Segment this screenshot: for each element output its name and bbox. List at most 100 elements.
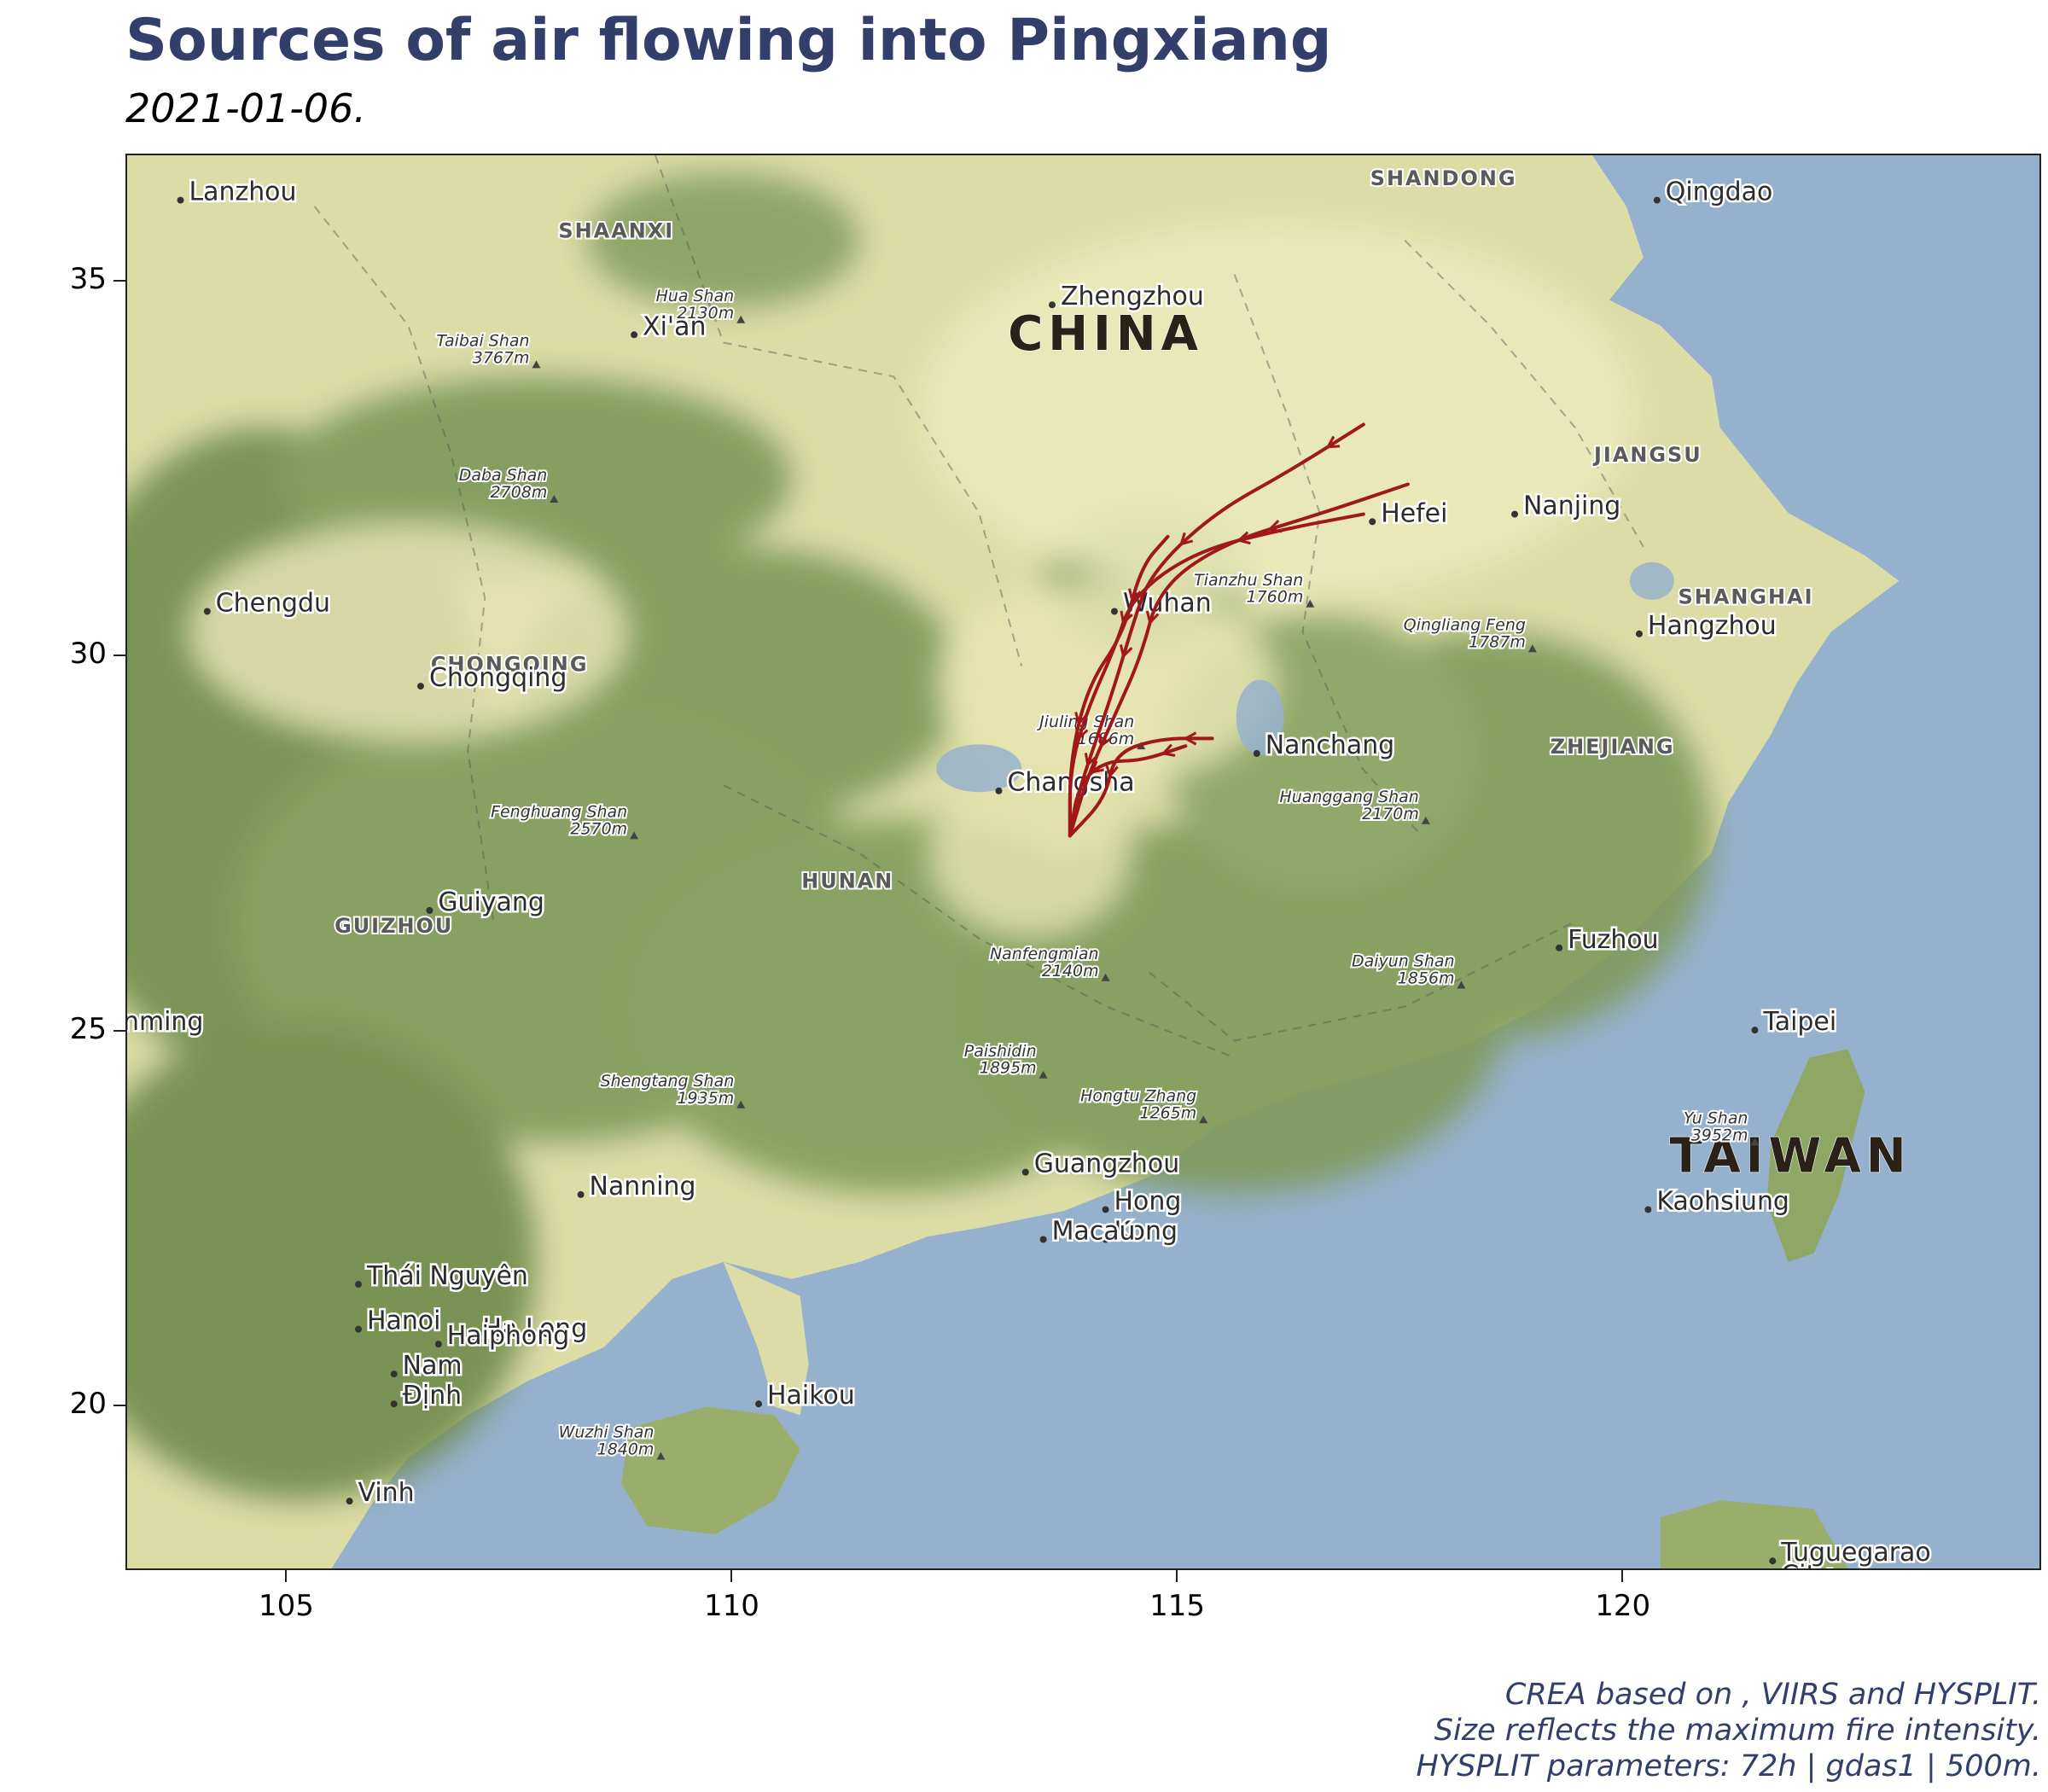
city-label: Hanoi (367, 1306, 440, 1336)
peak-name: Daiyun Shan (1352, 952, 1454, 971)
country-label: TAIWAN (1670, 1129, 1911, 1184)
map-panel[interactable]: CHINA TAIWAN SHANDONG SHAANXI JIANGSU SHANGHA… (125, 154, 2041, 1570)
city-dot (1644, 1206, 1652, 1213)
city-label: Fuzhou (1568, 925, 1659, 955)
city-dot (1751, 1027, 1759, 1034)
city-label: Kaohsiung (1656, 1186, 1789, 1216)
map-canvas[interactable]: CHINA TAIWAN SHANDONG SHAANXI JIANGSU SHANGHA… (127, 155, 2039, 1568)
x-tick-mark (1176, 1570, 1178, 1582)
city-dot (1556, 944, 1563, 951)
peak-name: Huanggang Shan (1279, 788, 1418, 806)
city-dot (1102, 1206, 1109, 1213)
peak-marker (1306, 599, 1315, 608)
city-dot (755, 1400, 763, 1408)
trajectory-arrow (1161, 743, 1176, 757)
peak-elevation: 2170m (1362, 805, 1419, 823)
city-dot (1511, 510, 1519, 518)
peak-elevation: 1856m (1398, 969, 1455, 988)
city-dot (1049, 301, 1056, 309)
city-label: City (1781, 1561, 1831, 1568)
province-label: JIANGSU (1592, 443, 1702, 467)
city-label: Macau (1052, 1216, 1136, 1246)
city-dot (203, 608, 211, 615)
land-taiwan (1766, 1049, 1865, 1262)
trajectory-arrow (1325, 435, 1341, 449)
trajectory-arrow (1098, 734, 1112, 749)
peak-elevation: 2570m (570, 819, 627, 838)
city-label: Chongqing (429, 663, 567, 693)
peak-name: Hongtu Zhang (1080, 1086, 1196, 1105)
x-tick-label: 120 (1595, 1589, 1651, 1623)
city-label: Haikou (767, 1381, 855, 1411)
city-dot (355, 1281, 362, 1289)
city-dot (1039, 1236, 1047, 1243)
chart-subtitle: 2021-01-06. (125, 85, 366, 131)
city-label: Nam (403, 1351, 463, 1381)
city-label: Xi'an (643, 311, 706, 341)
y-tick-label: 35 (69, 262, 107, 297)
city-label: Hefei (1381, 498, 1447, 528)
city-dot (390, 1370, 398, 1378)
city-dot (177, 196, 184, 204)
peak-elevation: 1787m (1469, 632, 1526, 651)
peak-name: Tianzhu Shan (1194, 571, 1303, 590)
peak-marker (736, 315, 746, 323)
trajectory-arrow (1128, 588, 1142, 603)
peak-marker (1199, 1115, 1208, 1124)
city-label: Nanning (590, 1172, 696, 1201)
peak-marker (656, 1452, 666, 1460)
peak-elevation: 1935m (677, 1089, 734, 1108)
trajectory-layer (1068, 422, 1410, 838)
province-label: HUNAN (801, 870, 893, 893)
peak-marker (1101, 973, 1110, 981)
land-luzon (1660, 1500, 1848, 1568)
peak-name: Yu Shan (1684, 1109, 1748, 1128)
city-label: Vinh (358, 1478, 415, 1508)
city-dot (1102, 1236, 1109, 1243)
trajectory-arrow (1145, 610, 1160, 625)
peak-name: Nanfengmian (990, 945, 1099, 963)
caption-line-2: Size reflects the maximum fire intensity… (1434, 1713, 2041, 1748)
city-label: Chengdu (216, 588, 330, 618)
caption-line-1: CREA based on , VIIRS and HYSPLIT. (1504, 1678, 2041, 1712)
city-label: Lanzhou (189, 177, 297, 207)
y-tick-mark (113, 655, 125, 657)
peak-marker (1457, 980, 1466, 989)
city-label: Hangzhou (1648, 611, 1777, 641)
trajectory-arrow (1120, 644, 1133, 660)
peak-name: Taibai Shan (436, 331, 529, 350)
chart-caption: CREA based on , VIIRS and HYSPLIT. Size … (1417, 1677, 2042, 1784)
trajectory-line (1068, 534, 1170, 838)
x-tick-mark (1621, 1570, 1624, 1582)
peak-marker (1039, 1070, 1048, 1079)
x-tick-mark (284, 1570, 287, 1582)
city-label: Kunming (127, 1007, 203, 1037)
city-dot (355, 1325, 362, 1333)
trajectory-arrow (1178, 532, 1194, 546)
peak-marker (532, 360, 541, 369)
peak-marker (550, 495, 559, 503)
peak-elevation: 1895m (980, 1059, 1037, 1078)
city-label: Taipei (1762, 1007, 1836, 1037)
peak-name: Wuzhi Shan (559, 1423, 655, 1442)
peak-name: Qingliang Feng (1404, 615, 1526, 634)
peak-name: Fenghuang Shan (491, 802, 627, 821)
land-leizhou (723, 1261, 809, 1416)
trajectory-arrow (1183, 731, 1197, 746)
y-tick-mark (113, 1404, 125, 1406)
peak-elevation: 3952m (1691, 1126, 1748, 1145)
city-dot (434, 1341, 442, 1348)
chart-title: Sources of air flowing into Pingxiang (125, 7, 1332, 74)
city-dot (346, 1498, 353, 1505)
city-label: Tuguegarao (1780, 1538, 1930, 1568)
city-label: Zhengzhou (1061, 282, 1204, 311)
y-tick-label: 25 (69, 1011, 107, 1046)
peak-marker (736, 1100, 746, 1108)
city-dot (577, 1190, 585, 1198)
trajectory-arrow (1105, 764, 1119, 779)
city-label: Guangzhou (1034, 1149, 1179, 1179)
city-dot (1635, 630, 1643, 637)
province-label: CHONGQING (431, 653, 589, 677)
x-tick-mark (730, 1570, 733, 1582)
y-tick-label: 30 (69, 637, 107, 672)
